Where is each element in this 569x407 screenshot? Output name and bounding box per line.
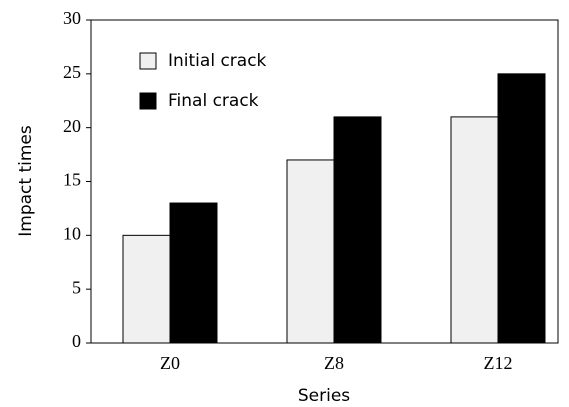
y-tick-label: 15 xyxy=(63,170,81,190)
legend-swatch xyxy=(139,52,157,70)
y-tick-label: 5 xyxy=(72,277,81,297)
bar xyxy=(450,116,499,344)
x-tick-label: Z0 xyxy=(160,353,180,373)
y-tick-label: 10 xyxy=(63,223,81,243)
plot-frame xyxy=(90,19,559,344)
x-tick-label: Z12 xyxy=(484,353,513,373)
legend-label: Final crack xyxy=(168,91,259,111)
y-tick-label: 30 xyxy=(63,8,81,28)
bar xyxy=(333,116,382,344)
y-tick-label: 0 xyxy=(72,331,81,351)
y-tick-label: 20 xyxy=(63,116,81,136)
bar xyxy=(122,234,171,344)
bar xyxy=(286,159,335,344)
y-axis-label: Impact times xyxy=(16,125,36,237)
legend-swatch xyxy=(139,92,157,110)
x-tick-label: Z8 xyxy=(324,353,344,373)
bar xyxy=(497,73,546,344)
bar xyxy=(169,202,218,344)
y-tick-label: 25 xyxy=(63,62,81,82)
legend-label: Initial crack xyxy=(168,51,267,71)
x-axis-label: Series xyxy=(298,386,350,406)
